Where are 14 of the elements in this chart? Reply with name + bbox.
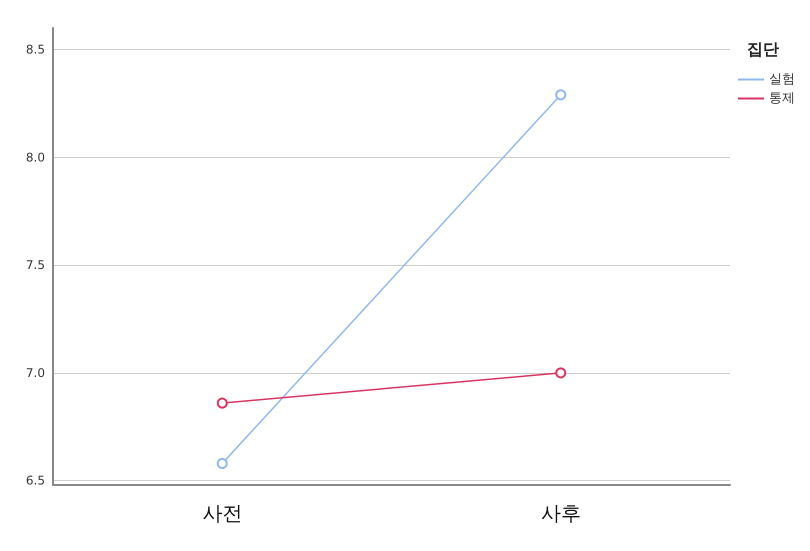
y-tick-label: 7.5 bbox=[26, 258, 45, 272]
y-tick-label: 6.5 bbox=[26, 474, 45, 488]
y-tick-label: 8.0 bbox=[26, 150, 45, 164]
point bbox=[555, 89, 566, 100]
y-tick-label: 7.0 bbox=[26, 366, 45, 380]
y-tick-label: 8.5 bbox=[26, 42, 45, 57]
x-tick-label: 사후 bbox=[540, 501, 581, 525]
legend-title: 집단 bbox=[747, 40, 779, 58]
point bbox=[216, 398, 228, 409]
legend-label: 통제 bbox=[769, 91, 795, 106]
point bbox=[216, 458, 228, 469]
legend-label: 실험 bbox=[769, 72, 795, 87]
x-tick-label: 사전 bbox=[202, 501, 242, 525]
point bbox=[555, 367, 566, 378]
